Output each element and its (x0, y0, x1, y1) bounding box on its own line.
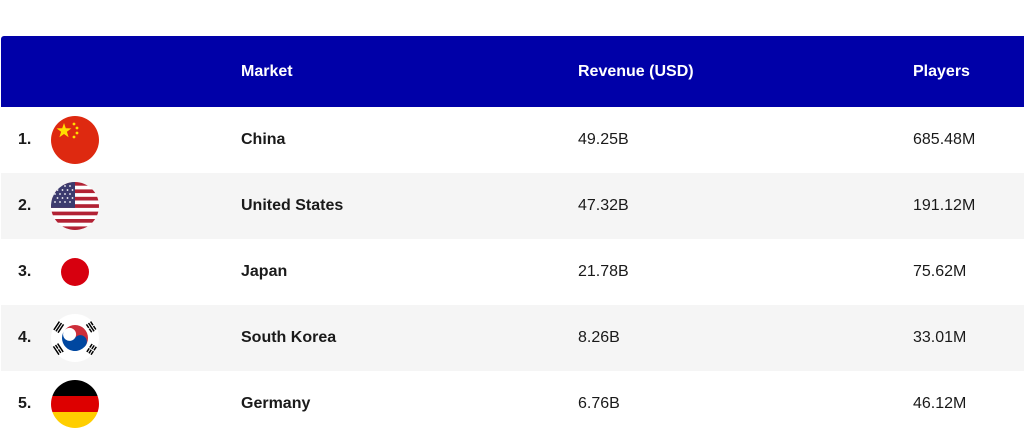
market-ranking-table: Market Revenue (USD) Players 1. China 49… (1, 36, 1024, 437)
revenue-cell: 8.26B (578, 329, 620, 346)
revenue-cell: 6.76B (578, 395, 620, 412)
column-header-market: Market (241, 63, 293, 80)
revenue-cell: 21.78B (578, 263, 629, 280)
south-korea-flag-icon (51, 314, 99, 362)
rank-cell: 4. (18, 329, 32, 346)
players-cell: 46.12M (913, 395, 967, 412)
column-header-revenue: Revenue (USD) (578, 63, 694, 80)
column-header-players: Players (913, 63, 970, 80)
japan-flag-icon (51, 248, 99, 296)
usa-flag-icon (51, 182, 99, 230)
table-row: 2. (1, 173, 1024, 239)
table-row: 4. (1, 305, 1024, 371)
table-row: 5. Germany 6.76B 46.12M (1, 371, 1024, 437)
players-cell: 33.01M (913, 329, 967, 346)
market-cell: Japan (241, 263, 288, 280)
table-row: 3. Japan 21.78B 75.62M (1, 239, 1024, 305)
market-cell: China (241, 131, 286, 148)
market-cell: Germany (241, 395, 311, 412)
players-cell: 191.12M (913, 197, 976, 214)
revenue-cell: 47.32B (578, 197, 629, 214)
market-cell: South Korea (241, 329, 337, 346)
china-flag-icon (51, 116, 99, 164)
players-cell: 685.48M (913, 131, 976, 148)
players-cell: 75.62M (913, 263, 967, 280)
market-cell: United States (241, 197, 344, 214)
table-row: 1. China 49.25B 685.48M (1, 107, 1024, 173)
revenue-cell: 49.25B (578, 131, 629, 148)
rank-cell: 3. (18, 263, 32, 280)
rank-cell: 2. (18, 197, 32, 214)
germany-flag-icon (51, 380, 99, 428)
rank-cell: 1. (18, 131, 32, 148)
table-header: Market Revenue (USD) Players (1, 36, 1024, 107)
rank-cell: 5. (18, 395, 32, 412)
